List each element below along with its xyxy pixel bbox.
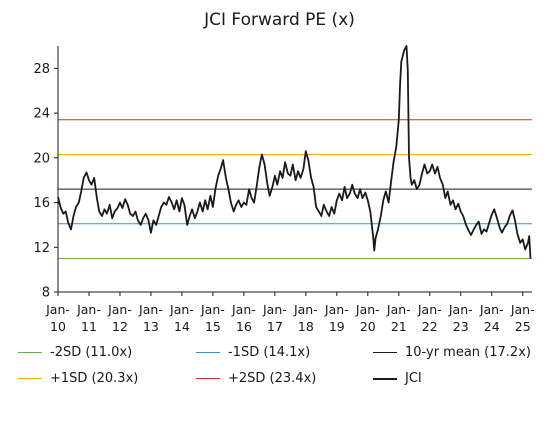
y-tick-label: 24 [33,107,50,122]
x-tick-label: Jan-10 [45,302,70,334]
chart-plot: 81216202428Jan-10Jan-11Jan-12Jan-13Jan-1… [33,45,535,334]
legend-item-jci: JCI [373,371,422,386]
x-tick-label: Jan-17 [262,302,287,334]
legend-swatch-mean [373,352,397,353]
reference-lines [58,119,532,259]
x-tick-label: Jan-16 [231,302,256,334]
legend-label-minus-2sd: -2SD (11.0x) [50,345,133,360]
y-tick-label: 12 [33,241,50,256]
legend-label-mean: 10-yr mean (17.2x) [405,345,531,360]
x-tick-label: Jan-23 [448,302,473,334]
legend-swatch-minus-2sd [18,352,42,353]
legend-item-mean: 10-yr mean (17.2x) [373,345,531,360]
legend-item-minus-2sd: -2SD (11.0x) [18,345,132,360]
x-tick-label: Jan-14 [169,302,194,334]
legend-swatch-plus-1sd [18,378,42,379]
legend-label-plus-2sd: +2SD (23.4x) [228,371,317,386]
y-tick-label: 28 [33,62,50,77]
chart-title: JCI Forward PE (x) [204,10,355,30]
x-tick-label: Jan-25 [510,302,535,334]
x-tick-label: Jan-22 [417,302,442,334]
x-tick-label: Jan-13 [138,302,163,334]
legend-label-minus-1sd: -1SD (14.1x) [228,345,311,360]
legend-swatch-jci [373,377,397,380]
x-tick-label: Jan-15 [200,302,225,334]
y-tick-label: 8 [42,286,50,301]
axes: 81216202428Jan-10Jan-11Jan-12Jan-13Jan-1… [33,46,535,334]
legend-label-plus-1sd: +1SD (20.3x) [50,371,139,386]
y-tick-label: 16 [33,196,50,211]
legend-item-plus-1sd: +1SD (20.3x) [18,371,138,386]
legend-swatch-minus-1sd [196,352,220,353]
x-tick-label: Jan-12 [107,302,132,334]
legend-label-jci: JCI [405,371,422,386]
x-tick-label: Jan-21 [386,302,411,334]
x-tick-label: Jan-18 [293,302,318,334]
y-tick-label: 20 [33,151,50,166]
legend-swatch-plus-2sd [196,378,220,379]
x-tick-label: Jan-11 [76,302,101,334]
legend-item-minus-1sd: -1SD (14.1x) [196,345,310,360]
series-layer [57,45,532,259]
x-tick-label: Jan-20 [355,302,380,334]
x-tick-label: Jan-19 [324,302,349,334]
series-line-jci [57,45,532,259]
legend-item-plus-2sd: +2SD (23.4x) [196,371,316,386]
x-tick-label: Jan-24 [479,302,504,334]
